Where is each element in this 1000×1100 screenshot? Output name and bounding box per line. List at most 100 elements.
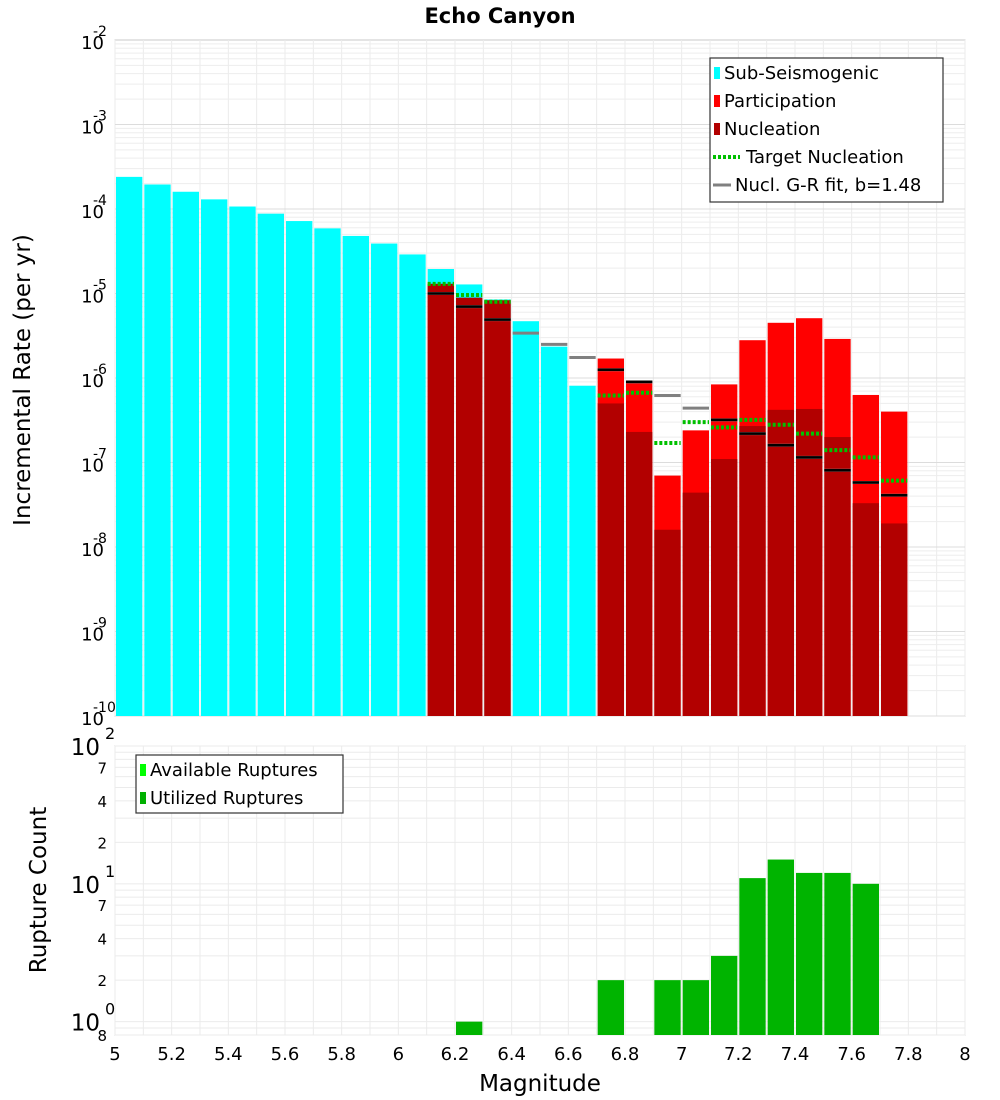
bottom-y-tick-base: 10 xyxy=(71,873,100,899)
sub-seismogenic-bar xyxy=(314,228,341,716)
nucleation-bar xyxy=(654,529,681,716)
bottom-y-tick-base: 10 xyxy=(71,735,100,761)
bottom-y-minor-tick-label: 7 xyxy=(97,759,107,777)
x-tick-label: 6.6 xyxy=(554,1044,583,1065)
bottom-y-minor-tick-label: 4 xyxy=(97,793,107,811)
nucleation-bar xyxy=(852,503,879,716)
x-tick-label: 5.8 xyxy=(327,1044,356,1065)
x-tick-label: 6.8 xyxy=(611,1044,640,1065)
top-y-tick-base: 10 xyxy=(81,33,104,54)
top-y-axis-label: Incremental Rate (per yr) xyxy=(10,234,36,526)
top-y-tick-exponent: -10 xyxy=(93,700,116,716)
utilized-ruptures-bar xyxy=(852,883,879,1035)
nucleation-bar xyxy=(427,283,454,716)
top-y-tick-exponent: -5 xyxy=(93,278,107,294)
legend-label: Nucl. G-R fit, b=1.48 xyxy=(735,175,921,196)
bottom-legend: Available Ruptures Utilized Ruptures xyxy=(135,754,344,814)
sub-seismogenic-bar xyxy=(286,221,313,716)
top-y-tick-base: 10 xyxy=(81,287,104,308)
sub-seismogenic-bar xyxy=(342,235,369,716)
x-tick-label: 5 xyxy=(109,1044,120,1065)
bottom-grid xyxy=(114,745,966,1036)
top-y-tick-exponent: -3 xyxy=(93,109,107,125)
bottom-y-tick-labels: 10 0 10 1 10 2 8 2 4 7 2 4 7 xyxy=(71,724,115,1045)
nucleation-bar xyxy=(767,409,794,716)
nucleation-bar xyxy=(484,300,511,716)
bottom-y-tick-base: 10 xyxy=(71,1011,100,1037)
utilized-ruptures-bar xyxy=(824,872,851,1035)
legend-label: Sub-Seismogenic xyxy=(724,63,879,84)
nucleation-bar xyxy=(682,492,709,716)
chart-title: Echo Canyon xyxy=(424,4,575,28)
top-y-tick-exponent: -9 xyxy=(93,616,107,632)
top-y-tick-base: 10 xyxy=(81,202,104,223)
bottom-y-tick-exponent: 0 xyxy=(105,1000,115,1019)
utilized-ruptures-bar xyxy=(597,980,624,1035)
x-tick-label: 5.2 xyxy=(157,1044,186,1065)
utilized-ruptures-bar xyxy=(682,980,709,1035)
top-bars xyxy=(116,176,908,717)
x-tick-label: 7.4 xyxy=(781,1044,810,1065)
rupture-count-panel: 10 0 10 1 10 2 8 2 4 7 2 4 7 5 5.2 5.4 5.6 5.8 6 6.2 6.4 6.6… xyxy=(26,724,971,1097)
legend-swatch xyxy=(140,792,146,804)
legend-label: Utilized Ruptures xyxy=(150,788,303,809)
top-legend: Sub-Seismogenic Participation Nucleation Ta… xyxy=(709,57,944,203)
top-y-tick-base: 10 xyxy=(81,625,104,646)
top-y-tick-exponent: -2 xyxy=(93,24,107,40)
bottom-y-axis-label: Rupture Count xyxy=(26,807,52,973)
sub-seismogenic-bar xyxy=(229,206,256,716)
x-tick-label: 5.4 xyxy=(214,1044,243,1065)
x-tick-label: 6.2 xyxy=(441,1044,470,1065)
nucleation-bar xyxy=(597,403,624,716)
utilized-ruptures-bar xyxy=(767,859,794,1035)
x-tick-label: 7.2 xyxy=(724,1044,753,1065)
top-y-tick-base: 10 xyxy=(81,371,104,392)
top-y-tick-base: 10 xyxy=(81,540,104,561)
top-fit-marks xyxy=(427,281,908,497)
legend-swatch xyxy=(140,764,146,776)
top-y-tick-base: 10 xyxy=(81,456,104,477)
bottom-y-minor-tick-label: 4 xyxy=(97,931,107,949)
legend-label: Target Nucleation xyxy=(745,147,904,168)
nucleation-bar xyxy=(739,426,766,716)
sub-seismogenic-bar xyxy=(116,176,143,717)
x-tick-label: 6.4 xyxy=(497,1044,526,1065)
bottom-y-minor-tick-label: 2 xyxy=(97,972,107,990)
legend-swatch xyxy=(714,67,720,79)
top-y-tick-base: 10 xyxy=(81,118,104,139)
x-tick-label: 7.6 xyxy=(837,1044,866,1065)
top-y-tick-exponent: -8 xyxy=(93,531,107,547)
bottom-y-minor-tick-label: 7 xyxy=(97,897,107,915)
sub-seismogenic-bar xyxy=(541,346,568,716)
top-y-tick-exponent: -6 xyxy=(93,362,107,378)
bottom-y-tick-exponent: 1 xyxy=(105,862,115,881)
x-tick-label: 7.8 xyxy=(894,1044,923,1065)
nucleation-bar xyxy=(881,523,908,716)
nucleation-bar xyxy=(711,459,738,716)
sub-seismogenic-bar xyxy=(512,321,539,716)
legend-label: Nucleation xyxy=(724,119,820,140)
top-y-tick-exponent: -7 xyxy=(93,447,107,463)
sub-seismogenic-bar xyxy=(201,199,228,717)
legend-label: Available Ruptures xyxy=(150,760,318,781)
sub-seismogenic-bar xyxy=(371,243,398,716)
x-tick-label: 6 xyxy=(393,1044,404,1065)
bottom-y-minor-tick-label: 8 xyxy=(97,1027,107,1045)
x-tick-labels: 5 5.2 5.4 5.6 5.8 6 6.2 6.4 6.6 6.8 7 7.2 7.4 7.6 7.8 8 xyxy=(109,1044,970,1065)
utilized-ruptures-bar xyxy=(654,980,681,1035)
x-tick-label: 7 xyxy=(676,1044,687,1065)
sub-seismogenic-bar xyxy=(257,213,284,716)
x-tick-label: 8 xyxy=(959,1044,970,1065)
legend-label: Participation xyxy=(724,91,836,112)
nucleation-bar xyxy=(626,431,653,716)
legend-swatch xyxy=(714,123,720,135)
utilized-ruptures-bar xyxy=(456,1021,483,1035)
bottom-y-minor-tick-label: 2 xyxy=(97,834,107,852)
sub-seismogenic-bar xyxy=(172,191,199,717)
legend-swatch xyxy=(714,95,720,107)
nucleation-bar xyxy=(824,437,851,716)
utilized-ruptures-bar xyxy=(796,872,823,1035)
